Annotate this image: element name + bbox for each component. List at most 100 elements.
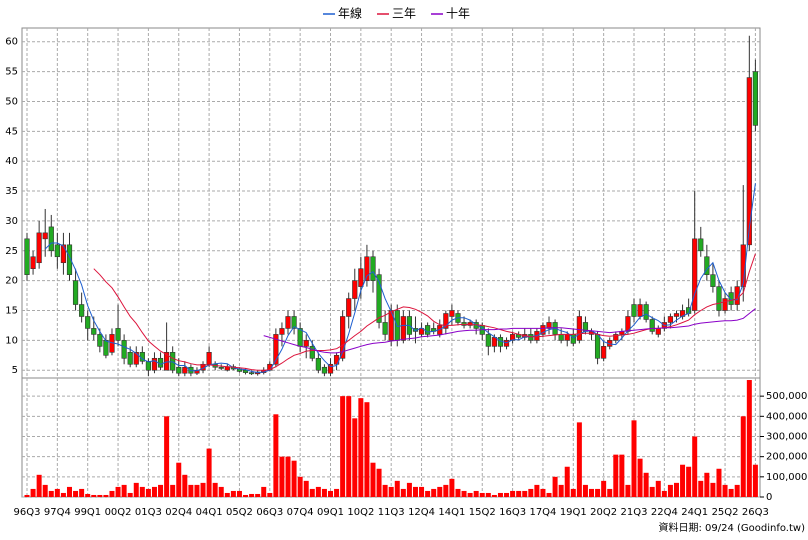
ma-line	[93, 253, 756, 371]
candle-body	[133, 352, 139, 365]
volume-bar	[589, 488, 595, 497]
volume-bar	[151, 486, 157, 497]
volume-bar	[285, 456, 291, 497]
x-tick-label: 10Q2	[347, 507, 374, 518]
volume-bar	[91, 494, 97, 497]
volume-bar	[158, 484, 164, 497]
candle-body	[115, 328, 121, 341]
candle-body	[734, 286, 740, 305]
y2-tick-label: 0	[766, 492, 772, 503]
volume-bar	[79, 488, 85, 497]
volume-bar	[443, 484, 449, 497]
volume-bar	[637, 458, 643, 497]
y-tick-label: 25	[5, 246, 18, 257]
volume-bar	[400, 488, 406, 497]
x-tick-label: 02Q4	[165, 507, 192, 518]
candle-body	[327, 363, 334, 374]
volume-bar	[528, 488, 534, 497]
y2-tick-label: 500,000	[766, 391, 807, 402]
volume-bar	[601, 480, 607, 497]
volume-bar	[60, 492, 66, 497]
volume-bar	[30, 488, 36, 497]
y-tick-label: 50	[5, 96, 18, 107]
candle-body	[54, 244, 60, 258]
volume-bar	[437, 486, 443, 497]
x-tick-label: 09Q1	[317, 507, 344, 518]
volume-bar	[564, 466, 570, 497]
volume-bar	[540, 488, 546, 497]
candle-body	[570, 334, 576, 344]
volume-bar	[722, 484, 728, 497]
volume-bar	[491, 494, 497, 497]
volume-bar	[139, 486, 145, 497]
candle-body	[443, 313, 449, 329]
candle-body	[303, 340, 309, 347]
volume-bar	[425, 490, 431, 497]
volume-bar	[449, 478, 455, 497]
candle-body	[540, 325, 546, 335]
volume-bar	[631, 420, 637, 497]
volume-bar	[419, 486, 425, 497]
candle-body	[346, 298, 352, 317]
volume-bar	[649, 486, 655, 497]
volume-bar	[218, 486, 224, 497]
volume-bar	[224, 492, 230, 497]
volume-bar	[613, 454, 619, 497]
volume-bar	[321, 488, 327, 497]
candle-body	[285, 316, 291, 329]
y-tick-label: 40	[5, 156, 18, 167]
volume-bar	[655, 480, 661, 497]
candle-body	[103, 340, 109, 356]
ma-line	[263, 308, 756, 354]
volume-bar	[510, 490, 516, 497]
x-tick-label: 19Q1	[560, 507, 587, 518]
volume-bar	[133, 482, 139, 497]
volume-bar	[42, 484, 48, 497]
volume-bar	[546, 492, 552, 497]
volume-bar	[625, 484, 631, 497]
x-tick-label: 06Q3	[256, 507, 283, 518]
candle-body	[273, 334, 279, 365]
candle-body	[722, 298, 728, 311]
volume-bar	[504, 492, 510, 497]
volume-bar	[479, 492, 485, 497]
volume-bar	[97, 494, 103, 497]
volume-bar	[328, 490, 333, 497]
candle-body	[698, 238, 704, 252]
candle-body	[24, 238, 30, 275]
volume-bar	[170, 484, 176, 497]
volume-bar	[558, 484, 564, 497]
volume-bar	[370, 462, 376, 497]
x-tick-label: 07Q4	[287, 507, 314, 518]
volume-bar	[200, 482, 206, 497]
candle-body	[485, 334, 491, 347]
volume-bar	[48, 490, 54, 497]
volume-bar	[394, 480, 400, 497]
y-tick-label: 20	[5, 276, 18, 287]
x-tick-label: 25Q2	[712, 507, 739, 518]
volume-bar	[36, 474, 42, 497]
x-tick-label: 21Q3	[621, 507, 648, 518]
x-tick-label: 16Q3	[499, 507, 526, 518]
y-tick-label: 5	[12, 365, 18, 376]
volume-bar	[522, 490, 528, 497]
volume-bar	[673, 482, 679, 497]
volume-bar	[582, 484, 588, 497]
y2-tick-label: 100,000	[766, 472, 807, 483]
candle-body	[30, 256, 36, 269]
volume-bar	[619, 454, 625, 497]
volume-bar	[164, 416, 170, 497]
candle-body	[242, 369, 249, 373]
volume-bar	[243, 494, 249, 497]
legend-label: 三年	[392, 7, 416, 21]
x-tick-label: 15Q2	[469, 507, 496, 518]
candle-body	[546, 322, 552, 329]
volume-bar	[692, 436, 698, 497]
candle-body	[248, 372, 255, 375]
volume-bar	[467, 492, 473, 497]
y2-tick-label: 200,000	[766, 452, 807, 463]
volume-bar	[346, 396, 352, 497]
x-tick-label: 17Q4	[529, 507, 556, 518]
candle-body	[36, 232, 42, 264]
